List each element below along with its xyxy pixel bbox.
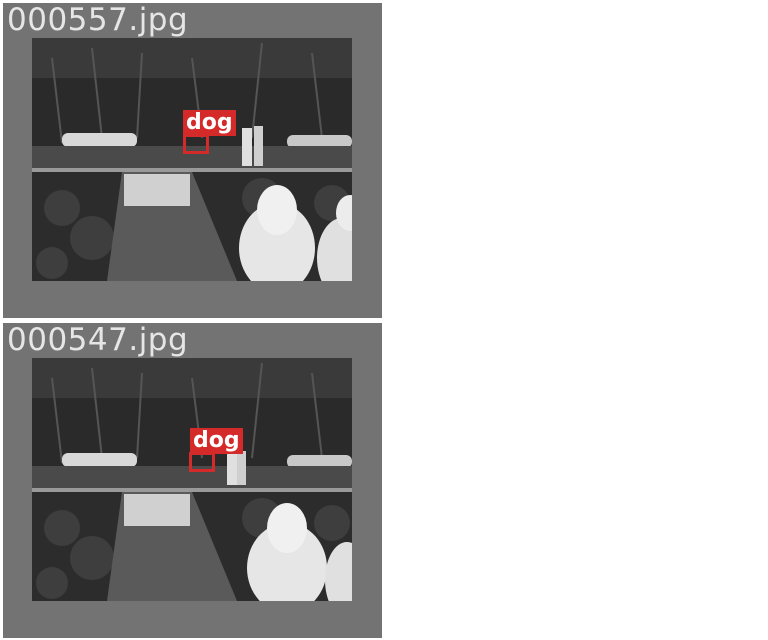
detection-label: dog xyxy=(190,428,243,454)
thermal-scene xyxy=(32,38,352,281)
detection-box xyxy=(189,452,215,472)
image-filename: 000557.jpg xyxy=(7,2,189,38)
image-panel-1: 000557.jpg xyxy=(3,2,382,318)
detection-label: dog xyxy=(183,110,236,136)
thermal-image xyxy=(32,358,352,601)
image-filename: 000547.jpg xyxy=(7,322,189,358)
detection-box xyxy=(183,134,209,154)
image-panel-2: 000547.jpg xyxy=(3,322,382,638)
thermal-scene xyxy=(32,358,352,601)
thermal-image xyxy=(32,38,352,281)
